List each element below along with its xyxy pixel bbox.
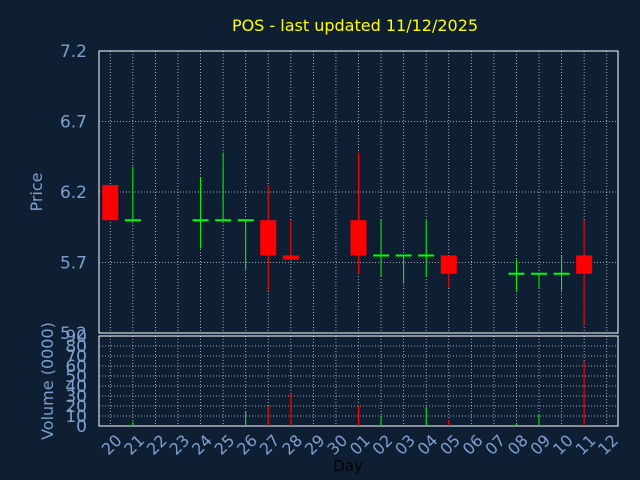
price-axis-label: Price [27,172,46,211]
price-tick-label: 6.7 [60,113,87,133]
candle-body [282,255,299,260]
candle-body [576,255,593,274]
price-tick-label: 7.2 [60,42,87,62]
candle-body [260,220,277,256]
candle-body [440,255,457,274]
volume-tick-label: 20 [65,397,87,417]
volume-tick-label: 10 [65,407,87,427]
price-tick-label: 6.2 [60,183,87,203]
candle-body [102,184,119,221]
volume-tick-label: 60 [65,357,87,377]
x-axis-label: Day [333,457,363,475]
volume-tick-label: 70 [65,347,87,367]
volume-axis-label: Volume (0000) [38,322,57,440]
candle-body [350,220,367,256]
price-tick-label: 5.7 [60,254,87,274]
volume-tick-label: 80 [65,337,87,357]
volume-tick-label: 0 [76,417,87,437]
x-tick-label: 12 [594,431,622,459]
chart-title: POS - last updated 11/12/2025 [232,16,478,35]
volume-tick-label: 40 [65,377,87,397]
price-panel: 7.2 6.7 6.2 5.7 5.2 [60,42,619,344]
volume-tick-label: 90 [65,327,87,347]
volume-panel: 2021222324252627282930010203040506070809… [65,327,622,459]
volume-tick-label: 50 [65,367,87,387]
volume-tick-label: 30 [65,387,87,407]
price-tick-label: 5.2 [60,324,87,344]
